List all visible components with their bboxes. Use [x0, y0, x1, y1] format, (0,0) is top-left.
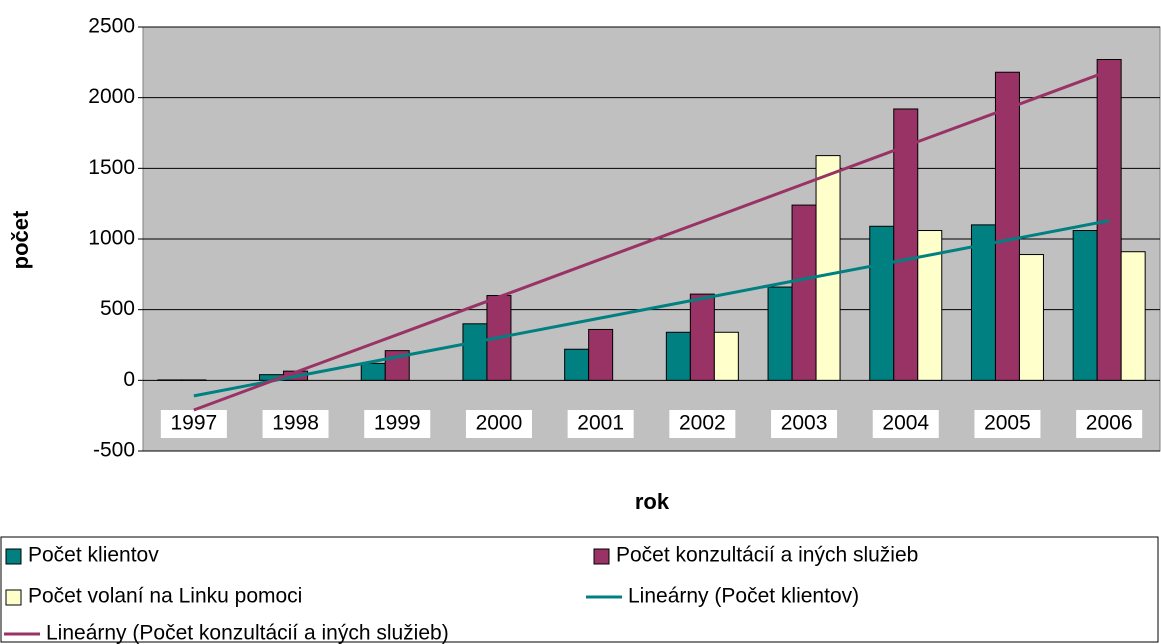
- x-tick-label: 1998: [272, 412, 319, 435]
- y-tick-label: 2000: [88, 85, 135, 108]
- category-label-bg: [974, 410, 1041, 438]
- legend-swatch: [5, 548, 22, 565]
- trend-line: [193, 219, 1110, 398]
- trend-line: [193, 69, 1110, 412]
- legend-label: Počet konzultácií a iných služieb: [616, 544, 918, 567]
- legend-swatch: [593, 548, 610, 565]
- x-tick-label: 2004: [882, 412, 929, 435]
- bar: [360, 362, 386, 381]
- x-tick-label: 1997: [170, 412, 217, 435]
- legend-label: Lineárny (Počet klientov): [628, 585, 859, 608]
- category-label-bg: [160, 410, 227, 438]
- category-label-bg: [1076, 410, 1143, 438]
- bar: [767, 286, 793, 381]
- bar: [1018, 254, 1044, 381]
- category-label-bg: [872, 410, 939, 438]
- x-axis-title: rok: [635, 489, 670, 514]
- bar: [994, 71, 1020, 381]
- bar: [713, 331, 739, 381]
- category-label-bg: [669, 410, 736, 438]
- category-label-bg: [364, 410, 431, 438]
- x-tick-label: 2001: [577, 412, 624, 435]
- x-tick-label: 2000: [476, 412, 523, 435]
- category-label-bg: [567, 410, 634, 438]
- x-tick-label: 2005: [984, 412, 1031, 435]
- y-tick-label: 2500: [88, 15, 135, 38]
- y-tick-label: 500: [100, 297, 135, 320]
- x-tick-label: 1999: [374, 412, 421, 435]
- bar: [970, 224, 996, 381]
- legend-label: Počet volaní na Linku pomoci: [28, 585, 302, 608]
- bar: [689, 293, 715, 381]
- bar: [1120, 251, 1146, 381]
- bar: [462, 323, 488, 381]
- legend-label: Lineárny (Počet konzultácií a iných služ…: [46, 622, 449, 644]
- bar: [1072, 230, 1098, 381]
- bar: [588, 328, 614, 381]
- x-tick-label: 2002: [679, 412, 726, 435]
- y-axis-title: počet: [8, 210, 33, 269]
- bar: [815, 155, 841, 381]
- bar: [869, 225, 895, 381]
- y-tick-label: 1000: [88, 227, 135, 250]
- x-tick-label: 2006: [1086, 412, 1133, 435]
- y-tick-label: 0: [123, 368, 135, 391]
- bar: [791, 204, 817, 381]
- x-tick-label: 2003: [781, 412, 828, 435]
- legend-box: [0, 536, 1159, 643]
- bar: [564, 348, 590, 381]
- bar: [1096, 59, 1122, 381]
- category-label-bg: [465, 410, 532, 438]
- y-tick-label: -500: [93, 439, 135, 462]
- legend-label: Počet klientov: [28, 544, 159, 567]
- category-label-bg: [262, 410, 329, 438]
- bar: [665, 331, 691, 381]
- y-tick-label: 1500: [88, 156, 135, 179]
- legend-swatch: [5, 589, 22, 606]
- category-label-bg: [771, 410, 838, 438]
